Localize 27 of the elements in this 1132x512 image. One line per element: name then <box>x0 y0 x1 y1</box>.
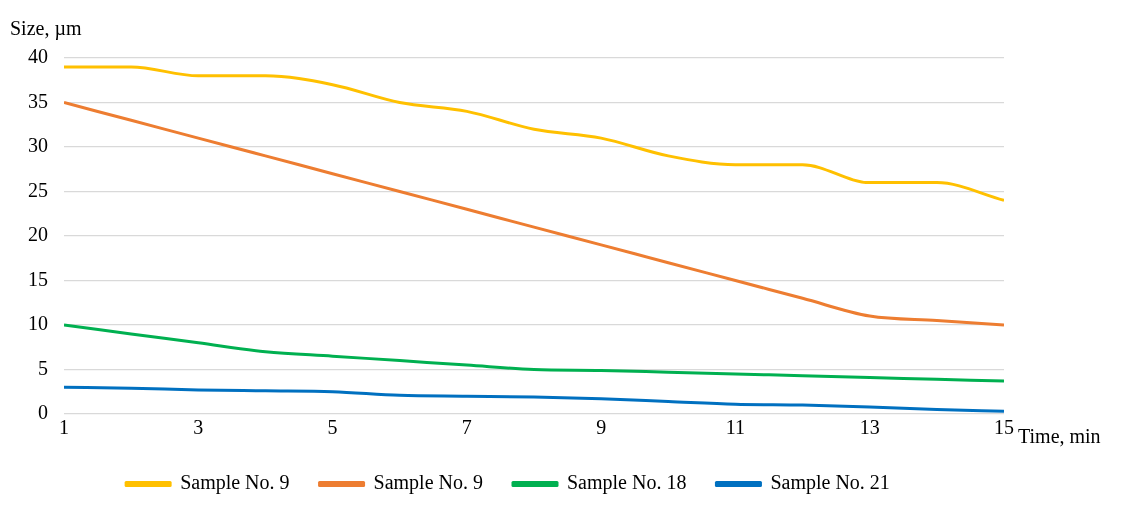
legend-label: Sample No. 9 <box>373 471 483 495</box>
x-tick-label: 3 <box>193 416 204 439</box>
x-tick-label: 13 <box>859 416 880 439</box>
line-series <box>64 323 1004 383</box>
x-tick-label: 1 <box>59 416 69 439</box>
x-tick-label: 11 <box>725 416 746 439</box>
y-tick-label: 10 <box>28 312 48 335</box>
x-tick-label: 15 <box>994 416 1014 439</box>
x-tick-label: 7 <box>461 416 472 439</box>
y-tick-label: 5 <box>38 356 48 379</box>
y-tick-label: 30 <box>28 134 48 157</box>
y-tick-label: 25 <box>28 178 48 201</box>
legend-label: Sample No. 18 <box>567 471 687 495</box>
x-axis-title: Time, min <box>1018 425 1101 448</box>
legend-label: Sample No. 9 <box>180 471 290 495</box>
y-axis-title: Size, µm <box>10 17 82 41</box>
line-series <box>64 65 1004 202</box>
y-tick-label: 15 <box>28 267 48 290</box>
y-tick-label: 0 <box>38 401 48 424</box>
y-tick-label: 40 <box>28 45 48 68</box>
y-tick-label: 35 <box>28 89 48 112</box>
line-series <box>64 101 1004 327</box>
y-tick-label: 20 <box>28 223 48 246</box>
x-tick-label: 9 <box>596 416 607 439</box>
line-series <box>64 385 1004 413</box>
legend-label: Sample No. 21 <box>770 471 890 495</box>
x-tick-label: 5 <box>327 416 338 439</box>
